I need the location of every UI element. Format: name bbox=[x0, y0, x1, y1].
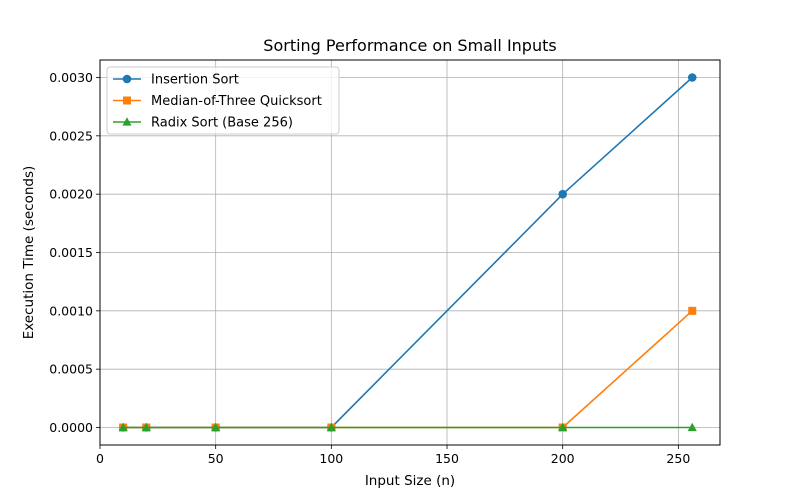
ticks: 0 50 100 150 200 250 0.0000 0.0005 0.0010 0.0015 0… bbox=[49, 70, 690, 466]
y-tick-label: 0.0020 bbox=[49, 187, 93, 202]
legend-entry-radix-sort-base-256: Radix Sort (Base 256) bbox=[113, 116, 293, 131]
series-layer bbox=[118, 73, 697, 432]
x-tick-label: 250 bbox=[666, 451, 690, 466]
legend-label: Radix Sort (Base 256) bbox=[151, 116, 293, 131]
data-point-radix-sort-base-256 bbox=[326, 422, 336, 432]
data-point-insertion-sort bbox=[558, 189, 567, 199]
legend-marker bbox=[122, 74, 132, 84]
x-axis-label: Input Size (n) bbox=[365, 473, 455, 489]
data-point-radix-sort-base-256 bbox=[558, 422, 568, 432]
y-tick-label: 0.0005 bbox=[49, 362, 93, 377]
legend-label: Insertion Sort bbox=[151, 73, 239, 88]
legend-label: Median-of-Three Quicksort bbox=[151, 94, 322, 109]
data-point-radix-sort-base-256 bbox=[141, 422, 151, 432]
y-tick-label: 0.0025 bbox=[49, 128, 93, 143]
y-tick-label: 0.0015 bbox=[49, 245, 93, 260]
x-tick-label: 100 bbox=[319, 451, 343, 466]
y-axis-label: Execution Time (seconds) bbox=[21, 166, 37, 340]
legend-entry-insertion-sort: Insertion Sort bbox=[113, 73, 239, 88]
data-point-radix-sort-base-256 bbox=[118, 422, 128, 432]
legend-entry-median-of-three-quicksort: Median-of-Three Quicksort bbox=[113, 94, 322, 109]
data-point-median-of-three-quicksort bbox=[688, 306, 697, 315]
x-tick-label: 150 bbox=[435, 451, 459, 466]
data-point-radix-sort-base-256 bbox=[687, 422, 697, 432]
y-tick-label: 0.0030 bbox=[49, 70, 93, 85]
x-tick-label: 50 bbox=[208, 451, 224, 466]
legend: Insertion Sort Median-of-Three Quicksort R… bbox=[106, 66, 340, 135]
y-tick-label: 0.0000 bbox=[49, 420, 93, 435]
legend-marker bbox=[122, 117, 132, 126]
x-tick-label: 0 bbox=[96, 451, 104, 466]
legend-marker bbox=[123, 96, 131, 105]
series-radix-sort-base-256 bbox=[118, 422, 697, 432]
chart-title: Sorting Performance on Small Inputs bbox=[263, 36, 556, 55]
legend-entries: Insertion Sort Median-of-Three Quicksort R… bbox=[113, 73, 322, 131]
x-tick-label: 200 bbox=[551, 451, 575, 466]
data-point-radix-sort-base-256 bbox=[211, 422, 221, 432]
data-point-insertion-sort bbox=[687, 73, 697, 82]
y-tick-label: 0.0010 bbox=[49, 303, 93, 318]
legend-box bbox=[106, 66, 340, 135]
